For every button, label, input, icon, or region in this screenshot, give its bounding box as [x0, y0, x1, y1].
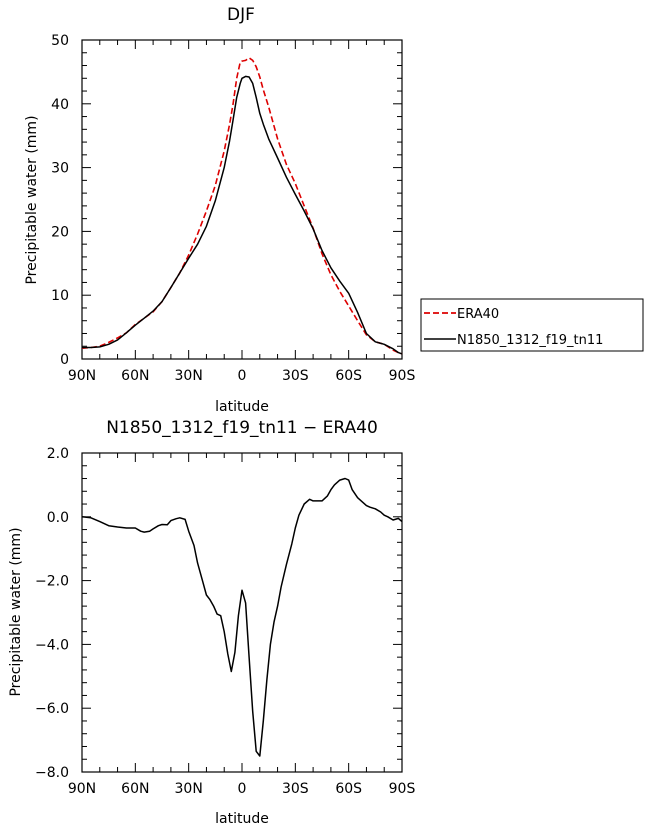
- top-x-tick-label: 90N: [68, 368, 96, 384]
- top-y-tick-label: 10: [51, 288, 69, 304]
- legend-label-model: N1850_1312_f19_tn11: [457, 333, 603, 348]
- top-x-tick-label: 60N: [121, 368, 149, 384]
- top-axis-ticks: 90N 60N 30N 0 30S 60S 90S 0 10 20 30 40 50: [51, 33, 415, 384]
- top-series-line-era40: [81, 57, 403, 355]
- legend-label-era40: ERA40: [457, 307, 499, 322]
- bottom-x-tick-label: 60N: [121, 781, 149, 797]
- bottom-series-group: [81, 477, 403, 757]
- top-series-group: [81, 57, 403, 355]
- bottom-x-tick-label: 90N: [68, 781, 96, 797]
- bottom-x-axis-label: latitude: [215, 811, 269, 827]
- bottom-x-tick-label: 30N: [175, 781, 203, 797]
- top-x-tick-label: 90S: [389, 368, 416, 384]
- top-x-tick-label: 0: [238, 368, 247, 384]
- top-y-tick-label: 50: [51, 33, 69, 49]
- bottom-x-tick-label: 0: [238, 781, 247, 797]
- bottom-x-tick-label: 90S: [389, 781, 416, 797]
- legend-box: [420, 298, 644, 352]
- top-panel: DJF 90N 60N 30N 0 30S 60S 90S 0 10 20 30 40 50 latit…: [24, 5, 415, 415]
- top-x-tick-label: 30S: [282, 368, 309, 384]
- top-x-tick-label: 30N: [175, 368, 203, 384]
- bottom-y-tick-label: −6.0: [35, 701, 69, 717]
- top-x-tick-label: 60S: [335, 368, 362, 384]
- top-chart-title: DJF: [227, 5, 255, 25]
- bottom-y-tick-label: 0.0: [47, 510, 69, 526]
- top-y-tick-label: 20: [51, 224, 69, 240]
- bottom-series-line-difference: [81, 477, 403, 757]
- bottom-panel: N1850_1312_f19_tn11 − ERA40 90N 60N 30N 0 30…: [8, 418, 415, 827]
- bottom-x-tick-label: 30S: [282, 781, 309, 797]
- bottom-y-tick-label: −4.0: [35, 637, 69, 653]
- top-y-tick-label: 40: [51, 97, 69, 113]
- bottom-chart-title: N1850_1312_f19_tn11 − ERA40: [106, 418, 378, 438]
- bottom-x-tick-label: 60S: [335, 781, 362, 797]
- bottom-y-tick-label: −8.0: [35, 765, 69, 781]
- bottom-y-tick-label: −2.0: [35, 574, 69, 590]
- bottom-plot-frame: [81, 452, 403, 773]
- bottom-y-tick-label: 2.0: [47, 446, 69, 462]
- bottom-y-axis-label: Precipitable water (mm): [8, 527, 24, 696]
- top-x-axis-label: latitude: [215, 399, 269, 415]
- bottom-axis-ticks: 90N 60N 30N 0 30S 60S 90S −8.0 −6.0 −4.0 −2.0 0.0 2.…: [35, 446, 415, 797]
- top-y-axis-label: Precipitable water (mm): [24, 115, 40, 284]
- top-plot-frame: [81, 39, 403, 360]
- top-series-line-n1850-1312-f19-tn11: [82, 75, 403, 355]
- top-y-tick-label: 0: [60, 352, 69, 368]
- top-y-tick-label: 30: [51, 161, 69, 177]
- legend: ERA40 N1850_1312_f19_tn11: [420, 298, 644, 352]
